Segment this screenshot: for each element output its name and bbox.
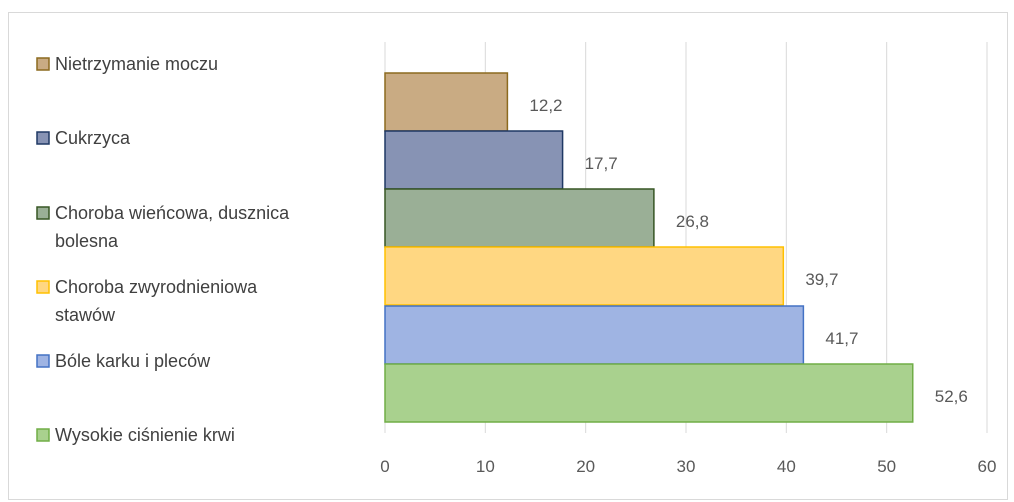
legend-item: Choroba wieńcowa, dusznica bolesna [36,203,290,251]
legend-label: Bóle karku i pleców [55,351,211,371]
data-label: 17,7 [585,154,618,173]
data-label: 41,7 [825,329,858,348]
data-label: 52,6 [935,387,968,406]
legend-item: Bóle karku i pleców [36,351,211,371]
legend-label: Nietrzymanie moczu [55,54,218,74]
legend-swatch [36,131,50,145]
legend-swatch [36,206,50,220]
x-tick-label: 20 [576,457,595,476]
legend-item: Cukrzyca [36,128,131,148]
legend-label: Wysokie ciśnienie krwi [55,425,235,445]
x-tick-label: 10 [476,457,495,476]
x-tick-label: 30 [677,457,696,476]
bar [384,363,914,423]
legend-item: Nietrzymanie moczu [36,54,218,74]
data-label: 12,2 [529,96,562,115]
legend-label: Choroba wieńcowa, dusznica bolesna [55,203,290,251]
x-axis-ticks: 0 10 20 30 40 50 60 [380,457,996,476]
chart-frame: 12,2 17,7 26,8 39,7 41,7 52,6 0 10 20 30 40 50 60 N… [8,12,1008,500]
legend-swatch [36,354,50,368]
data-labels: 12,2 17,7 26,8 39,7 41,7 52,6 [529,96,967,406]
legend-label: Choroba zwyrodnieniowa stawów [55,277,258,325]
bar [384,305,805,365]
data-label: 26,8 [676,212,709,231]
x-tick-label: 0 [380,457,389,476]
bar [384,246,785,306]
bars [384,72,914,423]
bar [384,72,509,132]
legend-item: Choroba zwyrodnieniowa stawów [36,277,258,325]
legend: Nietrzymanie moczu Cukrzyca Choroba wieńco… [36,54,290,445]
data-label: 39,7 [805,270,838,289]
bar [384,130,564,190]
legend-swatch [36,280,50,294]
legend-label: Cukrzyca [55,128,131,148]
legend-swatch [36,57,50,71]
bar-chart: 12,2 17,7 26,8 39,7 41,7 52,6 0 10 20 30 40 50 60 N… [36,42,996,476]
x-tick-label: 40 [777,457,796,476]
legend-swatch [36,428,50,442]
x-tick-label: 60 [978,457,997,476]
x-tick-label: 50 [877,457,896,476]
bar [384,188,655,248]
legend-item: Wysokie ciśnienie krwi [36,425,235,445]
